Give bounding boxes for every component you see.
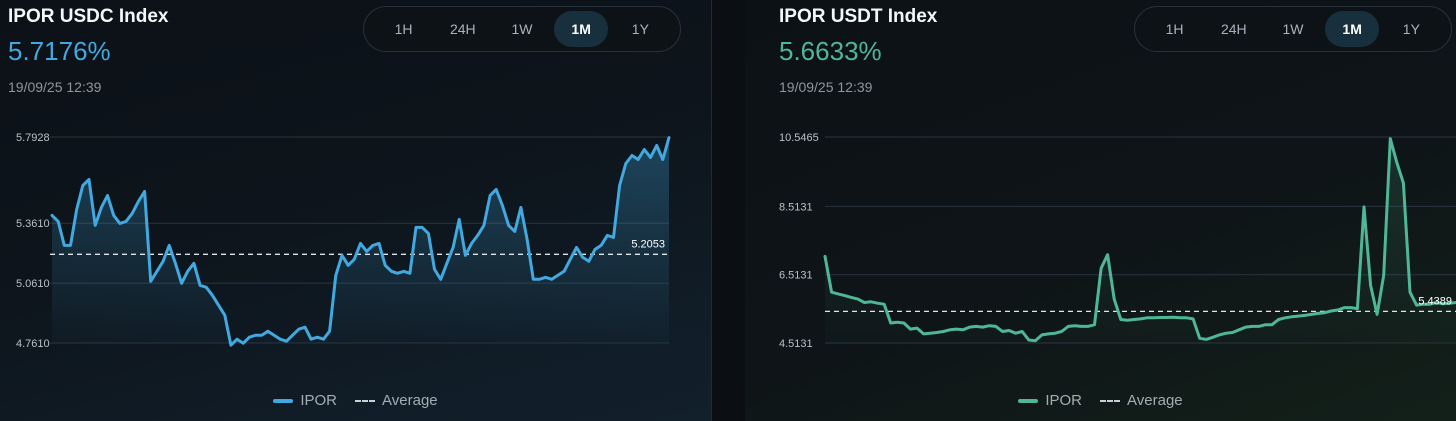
chart-legend: IPOR Average — [745, 392, 1456, 409]
time-range-selector: 1H 24H 1W 1M 1Y — [1134, 6, 1452, 52]
chart-title: IPOR USDT Index — [779, 6, 938, 27]
range-1y-button[interactable]: 1Y — [631, 21, 649, 37]
range-1w-button[interactable]: 1W — [1282, 21, 1304, 37]
range-1y-button[interactable]: 1Y — [1402, 21, 1420, 37]
usdt-line-chart: 10.5465 8.5131 6.5131 4.5131 5.4389 — [779, 132, 1456, 350]
legend-ipor-label: IPOR — [300, 392, 338, 409]
legend-ipor[interactable]: IPOR — [1018, 392, 1082, 409]
y-tick-label: 8.5131 — [779, 201, 813, 213]
current-index-value: 5.7176% — [8, 36, 111, 66]
range-1h-button[interactable]: 1H — [1165, 21, 1184, 37]
panel-gap — [712, 0, 745, 421]
y-tick-label: 5.3610 — [16, 218, 50, 230]
legend-average[interactable]: Average — [1100, 392, 1183, 409]
y-tick-label: 5.0610 — [16, 278, 50, 290]
timestamp: 19/09/25 12:39 — [779, 79, 873, 95]
usdc-line-chart: 5.7928 5.3610 5.0610 4.7610 5.2053 — [16, 132, 671, 350]
y-tick-label: 4.7610 — [16, 338, 50, 350]
legend-average[interactable]: Average — [355, 392, 438, 409]
y-tick-label: 4.5131 — [779, 338, 813, 350]
range-1h-button[interactable]: 1H — [394, 21, 413, 37]
ipor-series-line — [823, 137, 1456, 343]
y-tick-label: 10.5465 — [779, 132, 819, 144]
legend-ipor[interactable]: IPOR — [273, 392, 337, 409]
range-1m-button[interactable]: 1M — [1325, 11, 1380, 47]
range-24h-button[interactable]: 24H — [449, 21, 476, 37]
average-line-swatch — [355, 399, 376, 402]
range-1m-button[interactable]: 1M — [554, 11, 609, 47]
time-range-selector: 1H 24H 1W 1M 1Y — [363, 6, 681, 52]
usdc-index-panel: IPOR USDC Index 5.7176% 19/09/25 12:39 1… — [0, 0, 711, 421]
legend-ipor-label: IPOR — [1045, 392, 1083, 409]
y-tick-label: 5.7928 — [16, 132, 50, 144]
series-area-fill — [52, 137, 669, 346]
y-tick-label: 6.5131 — [779, 270, 813, 282]
legend-average-label: Average — [1127, 392, 1183, 409]
chart-title: IPOR USDC Index — [8, 6, 169, 27]
ipor-series-swatch — [273, 398, 294, 403]
range-24h-button[interactable]: 24H — [1220, 21, 1247, 37]
usdt-index-panel: IPOR USDT Index 5.6633% 19/09/25 12:39 1… — [745, 0, 1456, 421]
panel-divider — [711, 0, 712, 421]
chart-legend: IPOR Average — [0, 392, 711, 409]
series-area-fill — [825, 138, 1456, 343]
timestamp: 19/09/25 12:39 — [8, 79, 102, 95]
average-line-swatch — [1100, 399, 1121, 402]
ipor-series-line — [50, 136, 671, 347]
ipor-series-swatch — [1018, 398, 1039, 403]
average-value-label: 5.2053 — [631, 238, 665, 250]
range-1w-button[interactable]: 1W — [511, 21, 533, 37]
average-value-label: 5.4389 — [1418, 295, 1452, 307]
current-index-value: 5.6633% — [779, 36, 882, 66]
legend-average-label: Average — [382, 392, 438, 409]
